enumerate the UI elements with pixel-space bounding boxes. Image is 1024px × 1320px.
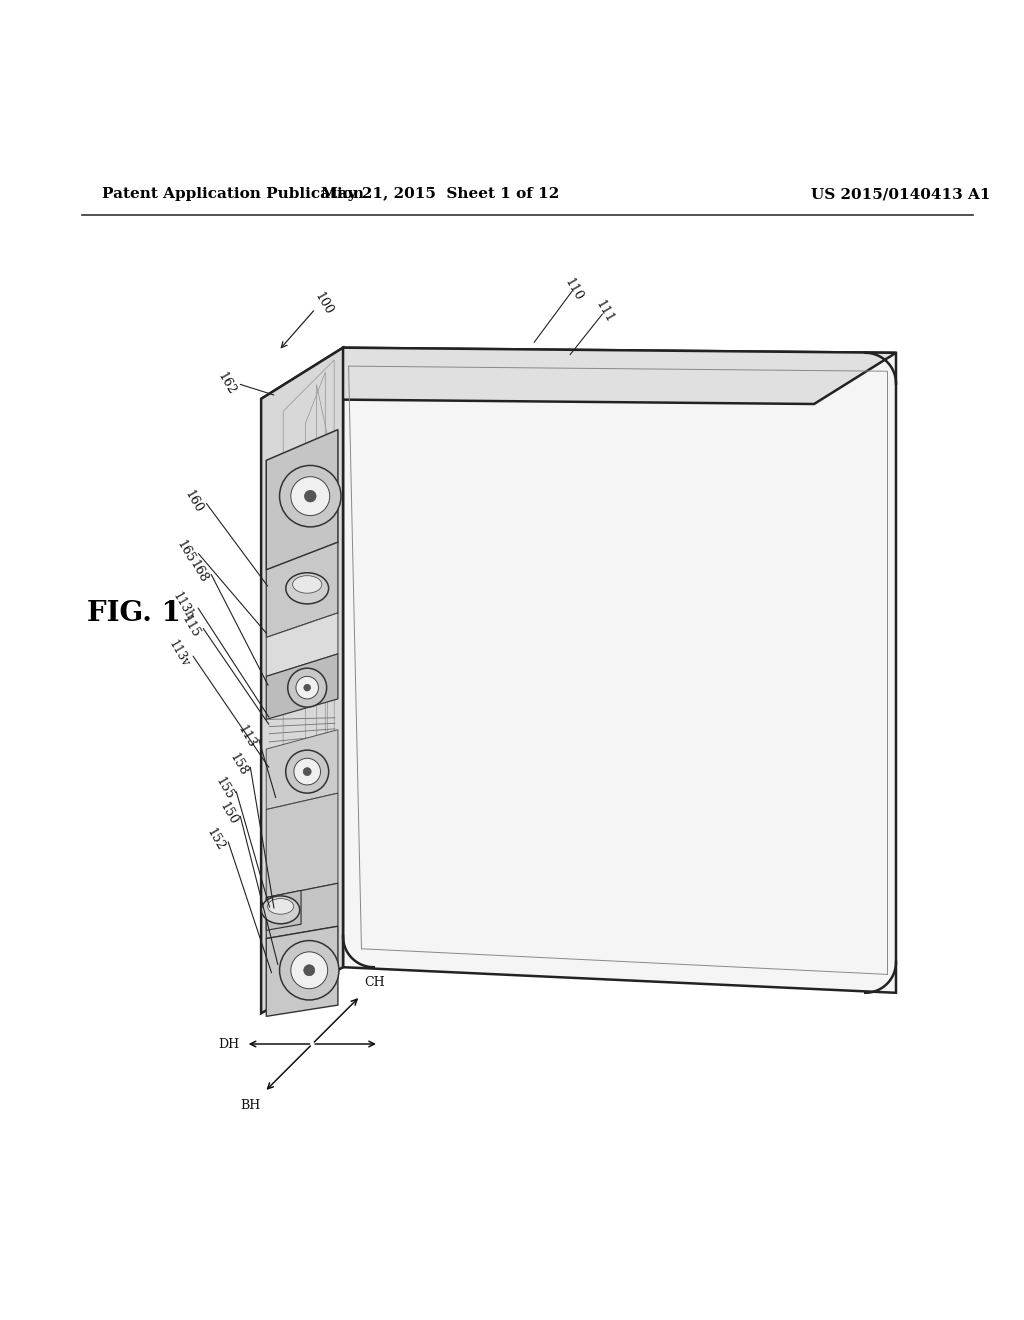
Polygon shape <box>266 793 338 898</box>
Polygon shape <box>266 730 338 809</box>
Text: 155: 155 <box>212 775 236 803</box>
Text: 113h: 113h <box>170 590 197 622</box>
Polygon shape <box>261 347 343 1014</box>
Ellipse shape <box>261 896 300 924</box>
Text: 111: 111 <box>593 298 615 326</box>
Polygon shape <box>266 891 301 931</box>
Circle shape <box>291 477 330 516</box>
Text: CH: CH <box>365 977 385 990</box>
Circle shape <box>280 941 339 1001</box>
Text: 150: 150 <box>216 800 240 828</box>
Ellipse shape <box>286 573 329 603</box>
Circle shape <box>304 965 314 975</box>
Text: US 2015/0140413 A1: US 2015/0140413 A1 <box>811 187 991 201</box>
Circle shape <box>304 684 310 692</box>
Polygon shape <box>266 612 338 676</box>
Polygon shape <box>261 347 896 404</box>
Text: 115: 115 <box>178 612 202 640</box>
Text: DH: DH <box>218 1038 240 1051</box>
Ellipse shape <box>267 899 294 915</box>
Polygon shape <box>266 543 338 638</box>
Polygon shape <box>266 653 338 719</box>
Text: 152: 152 <box>204 826 227 853</box>
Text: 113v: 113v <box>166 638 191 669</box>
Text: 168: 168 <box>186 558 210 586</box>
Polygon shape <box>266 883 338 939</box>
Text: 113: 113 <box>234 723 258 751</box>
Text: May 21, 2015  Sheet 1 of 12: May 21, 2015 Sheet 1 of 12 <box>322 187 559 201</box>
Text: FIG. 1: FIG. 1 <box>87 601 181 627</box>
Text: 100: 100 <box>312 290 336 317</box>
Circle shape <box>296 676 318 698</box>
Circle shape <box>304 490 316 502</box>
Text: 110: 110 <box>562 276 585 304</box>
Circle shape <box>303 768 311 776</box>
Text: 158: 158 <box>226 751 250 777</box>
Circle shape <box>288 668 327 708</box>
Text: 165: 165 <box>173 537 197 565</box>
Text: 160: 160 <box>181 487 205 515</box>
Circle shape <box>286 750 329 793</box>
Polygon shape <box>266 927 338 1016</box>
Polygon shape <box>343 347 896 993</box>
Circle shape <box>280 466 341 527</box>
Ellipse shape <box>293 576 322 593</box>
Circle shape <box>291 952 328 989</box>
Text: Patent Application Publication: Patent Application Publication <box>102 187 365 201</box>
Circle shape <box>294 758 321 785</box>
Polygon shape <box>266 429 338 570</box>
Text: 162: 162 <box>214 370 238 397</box>
Text: BH: BH <box>241 1098 260 1111</box>
